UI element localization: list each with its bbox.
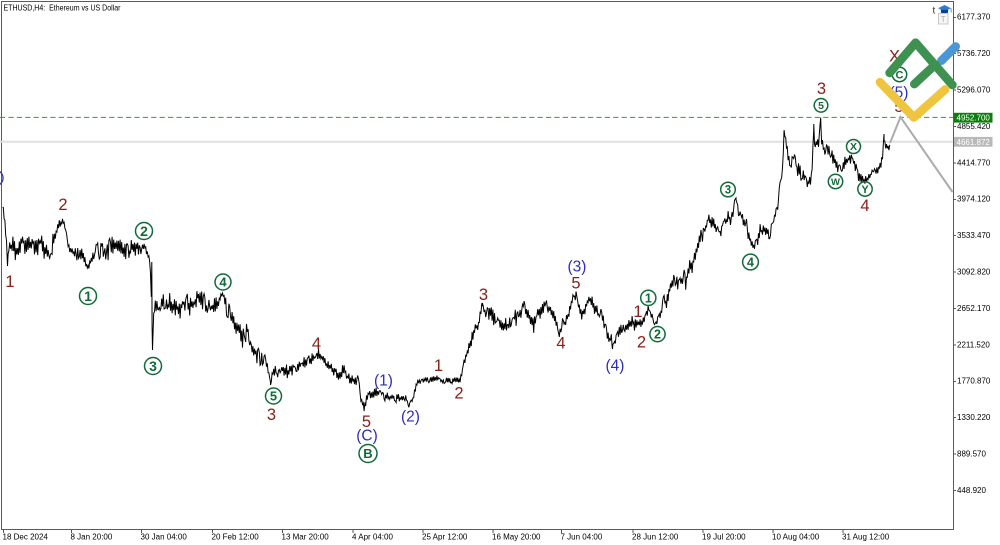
svg-text:4414.770: 4414.770: [957, 158, 991, 167]
svg-text:6177.370: 6177.370: [957, 13, 991, 22]
svg-text:30 Jan 04:00: 30 Jan 04:00: [141, 533, 188, 542]
svg-text:5: 5: [818, 100, 824, 112]
svg-text:2: 2: [637, 333, 646, 351]
svg-text:4: 4: [219, 275, 227, 290]
svg-text:13 Mar 20:00: 13 Mar 20:00: [282, 533, 330, 542]
svg-text:5296.070: 5296.070: [957, 86, 991, 95]
svg-text:3: 3: [817, 80, 826, 98]
svg-text:2: 2: [454, 384, 463, 402]
svg-text:ETHUSD,H4: Ethereum vs US Dol: ETHUSD,H4: Ethereum vs US Dollar: [4, 3, 121, 13]
svg-text:T: T: [941, 15, 946, 24]
svg-text:1: 1: [633, 303, 642, 321]
svg-text:3533.470: 3533.470: [957, 231, 991, 240]
svg-text:C: C: [896, 69, 904, 81]
svg-text:(3): (3): [568, 259, 587, 276]
svg-text:(C): (C): [356, 428, 378, 445]
svg-text:7 Jun 04:00: 7 Jun 04:00: [561, 533, 603, 542]
svg-text:16 May 20:00: 16 May 20:00: [492, 533, 541, 542]
svg-text:2211.520: 2211.520: [957, 340, 990, 349]
svg-text:1770.870: 1770.870: [957, 377, 991, 386]
svg-text:X: X: [889, 47, 900, 65]
svg-text:1: 1: [645, 291, 652, 305]
svg-text:2: 2: [58, 196, 67, 214]
svg-text:1330.220: 1330.220: [957, 413, 991, 422]
svg-text:3: 3: [479, 286, 488, 304]
svg-text:(4): (4): [606, 358, 625, 375]
svg-text:(1): (1): [374, 373, 393, 390]
svg-text:889.570: 889.570: [957, 450, 986, 459]
svg-text:3: 3: [149, 358, 157, 374]
svg-text:4855.420: 4855.420: [957, 122, 991, 131]
svg-text:W: W: [831, 177, 840, 188]
svg-text:448.920: 448.920: [957, 486, 986, 495]
svg-text:4: 4: [747, 255, 754, 269]
svg-text:5: 5: [362, 413, 371, 431]
svg-text:3: 3: [267, 406, 276, 424]
svg-text:4: 4: [556, 334, 565, 352]
svg-text:5: 5: [571, 274, 580, 292]
svg-text:20 Feb 12:00: 20 Feb 12:00: [212, 533, 260, 542]
svg-text:4952.700: 4952.700: [957, 114, 991, 123]
svg-text:2: 2: [654, 328, 661, 342]
svg-text:25 Apr 12:00: 25 Apr 12:00: [422, 533, 468, 542]
svg-text:1: 1: [5, 273, 14, 291]
svg-text:5: 5: [270, 389, 277, 404]
svg-text:2: 2: [140, 223, 148, 239]
svg-text:4 Apr 04:00: 4 Apr 04:00: [352, 533, 393, 542]
svg-text:4: 4: [860, 197, 869, 215]
svg-text:31 Aug 12:00: 31 Aug 12:00: [842, 533, 890, 542]
svg-text:(2): (2): [401, 409, 420, 426]
svg-text:3974.120: 3974.120: [957, 195, 991, 204]
svg-text:8 Jan 20:00: 8 Jan 20:00: [71, 533, 113, 542]
svg-text:4661.872: 4661.872: [957, 138, 991, 147]
svg-text:t: t: [933, 6, 936, 17]
svg-text:X: X: [850, 141, 857, 153]
svg-text:2652.170: 2652.170: [957, 304, 991, 313]
svg-text:1: 1: [84, 288, 92, 304]
svg-text:3: 3: [725, 185, 731, 197]
svg-text:4: 4: [312, 335, 321, 353]
svg-text:18 Dec 2024: 18 Dec 2024: [3, 533, 49, 542]
svg-text:B: B: [363, 446, 372, 461]
svg-text:Y: Y: [861, 184, 869, 196]
svg-text:10 Aug 04:00: 10 Aug 04:00: [772, 533, 820, 542]
svg-text:1: 1: [434, 357, 443, 375]
svg-text:28 Jun 12:00: 28 Jun 12:00: [632, 533, 679, 542]
svg-text:5736.720: 5736.720: [957, 49, 991, 58]
svg-text:19 Jul 20:00: 19 Jul 20:00: [702, 533, 746, 542]
svg-text:3092.820: 3092.820: [957, 268, 991, 277]
